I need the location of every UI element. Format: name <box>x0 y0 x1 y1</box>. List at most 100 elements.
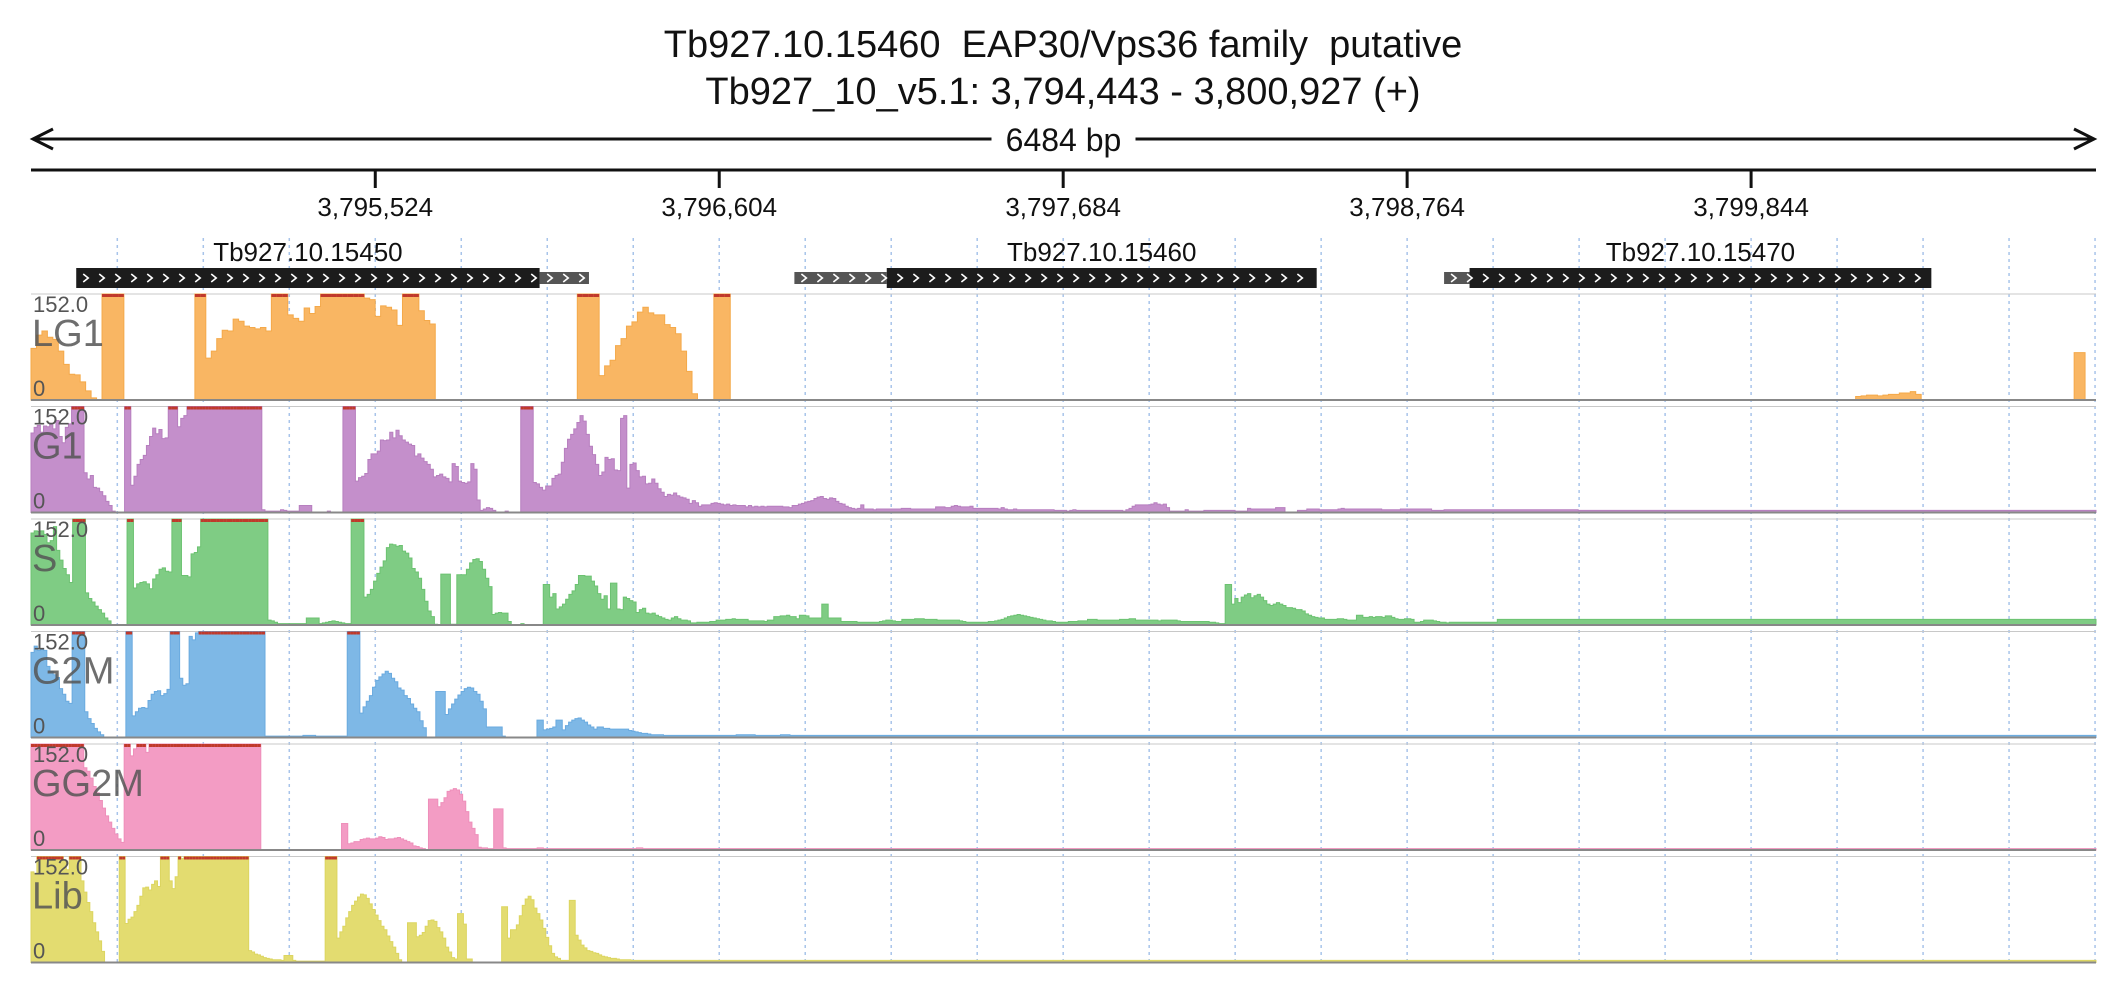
clipped-peak-mark <box>282 294 288 297</box>
strand-chevron <box>1168 273 1176 283</box>
strand-chevron <box>1786 273 1794 283</box>
clipped-peak-mark <box>166 856 170 860</box>
clipped-peak-mark <box>249 631 253 635</box>
clipped-peak-mark <box>218 406 222 410</box>
clipped-peak-mark <box>360 519 364 522</box>
clipped-peak-mark <box>71 744 75 747</box>
strand-chevron <box>1562 273 1570 283</box>
clipped-peak-mark <box>228 856 232 860</box>
clipped-peak-mark <box>200 294 206 297</box>
span-arrow-right-head <box>2073 127 2098 151</box>
strand-chevron <box>992 273 1000 283</box>
clipped-peak-mark <box>220 744 224 747</box>
clipped-peak-mark <box>350 631 354 635</box>
gene-cds <box>886 268 1317 288</box>
clipped-peak-mark <box>189 856 193 860</box>
clipped-peak-mark <box>72 519 76 522</box>
clipped-peak-mark <box>208 631 212 635</box>
clipped-peak-mark <box>229 744 233 747</box>
clipped-peak-mark <box>118 294 124 297</box>
clipped-peak-mark <box>186 856 190 860</box>
clipped-peak-mark <box>229 519 233 522</box>
clipped-peak-mark <box>520 406 524 410</box>
gene-model: Tb927.10.15460 <box>794 237 1317 288</box>
clipped-peak-mark <box>213 856 217 860</box>
clipped-peak-mark <box>251 519 256 522</box>
clipped-peak-mark <box>252 631 256 635</box>
clipped-peak-mark <box>127 744 131 747</box>
clipped-peak-mark <box>129 631 133 635</box>
strand-chevron <box>258 273 266 283</box>
clipped-peak-mark <box>213 519 217 522</box>
clipped-peak-mark <box>198 856 202 860</box>
strand-chevron <box>912 273 920 283</box>
strand-chevron <box>466 273 474 283</box>
strand-chevron <box>1722 273 1730 283</box>
clipped-peak-mark <box>216 856 220 860</box>
clipped-peak-mark <box>75 519 80 522</box>
strand-chevron <box>1754 273 1762 283</box>
clipped-peak-mark <box>202 406 206 410</box>
clipped-peak-mark <box>127 519 131 522</box>
strand-chevron <box>1530 273 1538 283</box>
clipped-peak-mark <box>258 519 262 522</box>
clipped-peak-mark <box>530 406 534 410</box>
clipped-peak-mark <box>211 406 216 410</box>
clipped-peak-mark <box>136 744 140 747</box>
clipped-peak-mark <box>194 294 201 297</box>
clipped-peak-mark <box>225 856 229 860</box>
strand-chevron <box>1120 273 1128 283</box>
strand-chevron <box>944 273 952 283</box>
clipped-peak-mark <box>333 856 337 860</box>
clipped-peak-mark <box>356 631 360 635</box>
strand-chevron <box>1706 273 1714 283</box>
clipped-peak-mark <box>254 744 258 747</box>
strand-chevron <box>1594 273 1602 283</box>
clipped-peak-mark <box>227 631 231 635</box>
strand-chevron <box>960 273 968 283</box>
coverage-area-gg2m <box>30 743 2097 851</box>
strand-chevron <box>162 273 170 283</box>
strand-chevron <box>322 273 330 283</box>
clipped-peak-mark <box>125 631 130 635</box>
clipped-peak-mark <box>204 744 208 747</box>
clipped-peak-mark <box>195 856 199 860</box>
clipped-peak-mark <box>42 856 46 860</box>
clipped-peak-mark <box>57 856 61 860</box>
clipped-peak-mark <box>37 744 41 747</box>
strand-chevron <box>1546 273 1554 283</box>
clipped-peak-mark <box>46 744 50 747</box>
strand-chevron <box>1818 273 1826 283</box>
strand-chevron <box>146 273 154 283</box>
gene-utr-5 <box>794 272 887 284</box>
coverage-area-g1 <box>30 406 2097 513</box>
clipped-peak-mark <box>249 406 253 410</box>
clipped-peak-mark <box>175 519 179 522</box>
clipped-peak-mark <box>235 744 240 747</box>
clipped-peak-mark <box>219 856 223 860</box>
clipped-peak-mark <box>68 744 72 747</box>
coverage-area-lib <box>30 856 2097 963</box>
strand-chevron <box>242 273 250 283</box>
clipped-peak-mark <box>232 519 236 522</box>
clipped-peak-mark <box>78 856 82 860</box>
clipped-peak-mark <box>180 744 184 747</box>
clipped-peak-mark <box>60 856 64 860</box>
clipped-peak-mark <box>122 856 126 860</box>
clipped-peak-mark <box>230 631 234 635</box>
clipped-peak-mark <box>342 406 347 410</box>
strand-chevron <box>1674 273 1682 283</box>
gene-label: Tb927.10.15470 <box>1606 237 1795 267</box>
clipped-peak-mark <box>198 631 202 635</box>
track-name-label: G2M <box>32 651 114 693</box>
clipped-peak-mark <box>39 856 43 860</box>
clipped-peak-mark <box>230 406 234 410</box>
clipped-peak-mark <box>127 406 131 410</box>
clipped-peak-mark <box>48 856 52 860</box>
strand-chevron <box>482 273 490 283</box>
clipped-peak-mark <box>413 294 419 297</box>
clipped-peak-mark <box>223 744 227 747</box>
clipped-peak-mark <box>167 744 171 747</box>
clipped-peak-mark <box>231 856 234 860</box>
